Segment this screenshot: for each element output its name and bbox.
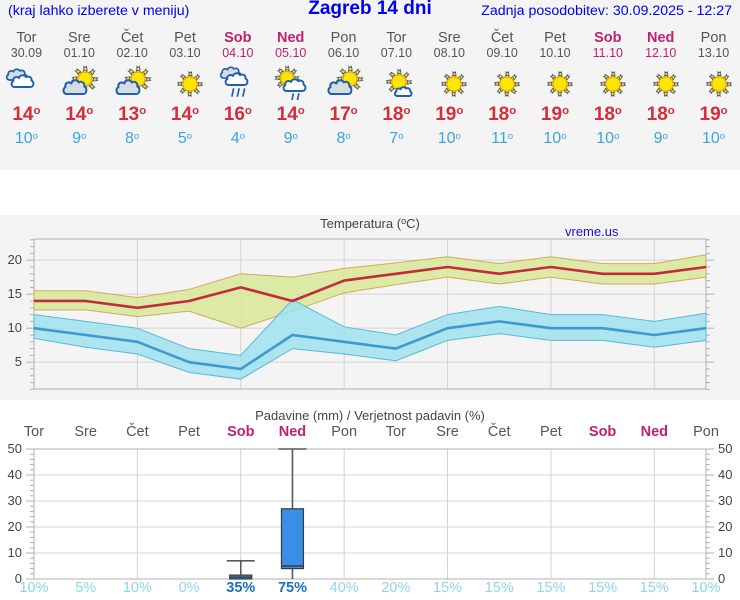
svg-text:10: 10 (8, 545, 22, 560)
svg-text:0: 0 (15, 388, 22, 390)
svg-text:5: 5 (15, 354, 22, 369)
svg-text:10: 10 (718, 545, 732, 560)
svg-text:10: 10 (8, 320, 22, 335)
svg-text:20: 20 (8, 252, 22, 267)
svg-text:20: 20 (718, 519, 732, 534)
svg-text:30: 30 (8, 493, 22, 508)
svg-text:30: 30 (718, 493, 732, 508)
svg-text:15: 15 (8, 286, 22, 301)
svg-text:20: 20 (8, 519, 22, 534)
svg-text:40: 40 (718, 467, 732, 482)
svg-text:40: 40 (8, 467, 22, 482)
